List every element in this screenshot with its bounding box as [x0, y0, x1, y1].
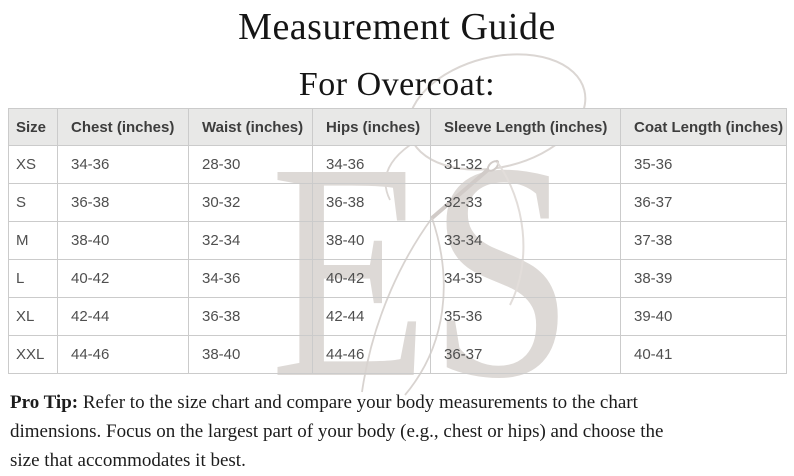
table-row-m: M 38-40 32-34 38-40 33-34 37-38 — [8, 221, 787, 260]
cell-coat: 37-38 — [620, 221, 787, 260]
pro-tip-line2: dimensions. Focus on the largest part of… — [10, 421, 664, 442]
size-chart-table: Size Chest (inches) Waist (inches) Hips … — [8, 108, 787, 374]
cell-size: S — [8, 183, 58, 222]
cell-coat: 39-40 — [620, 297, 787, 336]
pro-tip-line1: Refer to the size chart and compare your… — [78, 392, 638, 413]
cell-sleeve: 36-37 — [430, 335, 621, 374]
column-header-chest: Chest (inches) — [57, 108, 189, 146]
cell-sleeve: 31-32 — [430, 145, 621, 184]
cell-sleeve: 32-33 — [430, 183, 621, 222]
pro-tip-label: Pro Tip: — [10, 392, 79, 413]
cell-hips: 36-38 — [312, 183, 431, 222]
pro-tip-text: Pro Tip: Refer to the size chart and com… — [10, 388, 794, 475]
cell-waist: 34-36 — [188, 259, 313, 298]
cell-size: XL — [8, 297, 58, 336]
table-row-l: L 40-42 34-36 40-42 34-35 38-39 — [8, 259, 787, 298]
cell-chest: 34-36 — [57, 145, 189, 184]
cell-sleeve: 33-34 — [430, 221, 621, 260]
table-row-s: S 36-38 30-32 36-38 32-33 36-37 — [8, 183, 787, 222]
cell-chest: 40-42 — [57, 259, 189, 298]
cell-chest: 38-40 — [57, 221, 189, 260]
cell-size: XS — [8, 145, 58, 184]
column-header-sleeve: Sleeve Length (inches) — [430, 108, 621, 146]
cell-coat: 38-39 — [620, 259, 787, 298]
cell-hips: 40-42 — [312, 259, 431, 298]
table-header-row: Size Chest (inches) Waist (inches) Hips … — [8, 108, 787, 146]
cell-waist: 36-38 — [188, 297, 313, 336]
column-header-hips: Hips (inches) — [312, 108, 431, 146]
cell-hips: 42-44 — [312, 297, 431, 336]
table-row-xs: XS 34-36 28-30 34-36 31-32 35-36 — [8, 145, 787, 184]
pro-tip-line3: size that accommodates it best. — [10, 450, 246, 471]
cell-size: M — [8, 221, 58, 260]
column-header-waist: Waist (inches) — [188, 108, 313, 146]
cell-chest: 44-46 — [57, 335, 189, 374]
cell-hips: 34-36 — [312, 145, 431, 184]
page-subtitle: For Overcoat: — [298, 66, 496, 103]
cell-sleeve: 34-35 — [430, 259, 621, 298]
cell-chest: 36-38 — [57, 183, 189, 222]
table-row-xxl: XXL 44-46 38-40 44-46 36-37 40-41 — [8, 335, 787, 374]
column-header-coat: Coat Length (inches) — [620, 108, 787, 146]
cell-hips: 44-46 — [312, 335, 431, 374]
page-title: Measurement Guide — [238, 6, 556, 48]
cell-hips: 38-40 — [312, 221, 431, 260]
cell-coat: 35-36 — [620, 145, 787, 184]
cell-waist: 28-30 — [188, 145, 313, 184]
cell-size: L — [8, 259, 58, 298]
cell-waist: 32-34 — [188, 221, 313, 260]
cell-size: XXL — [8, 335, 58, 374]
cell-coat: 40-41 — [620, 335, 787, 374]
table-row-xl: XL 42-44 36-38 42-44 35-36 39-40 — [8, 297, 787, 336]
cell-coat: 36-37 — [620, 183, 787, 222]
cell-waist: 38-40 — [188, 335, 313, 374]
cell-sleeve: 35-36 — [430, 297, 621, 336]
cell-chest: 42-44 — [57, 297, 189, 336]
cell-waist: 30-32 — [188, 183, 313, 222]
column-header-size: Size — [8, 108, 58, 146]
